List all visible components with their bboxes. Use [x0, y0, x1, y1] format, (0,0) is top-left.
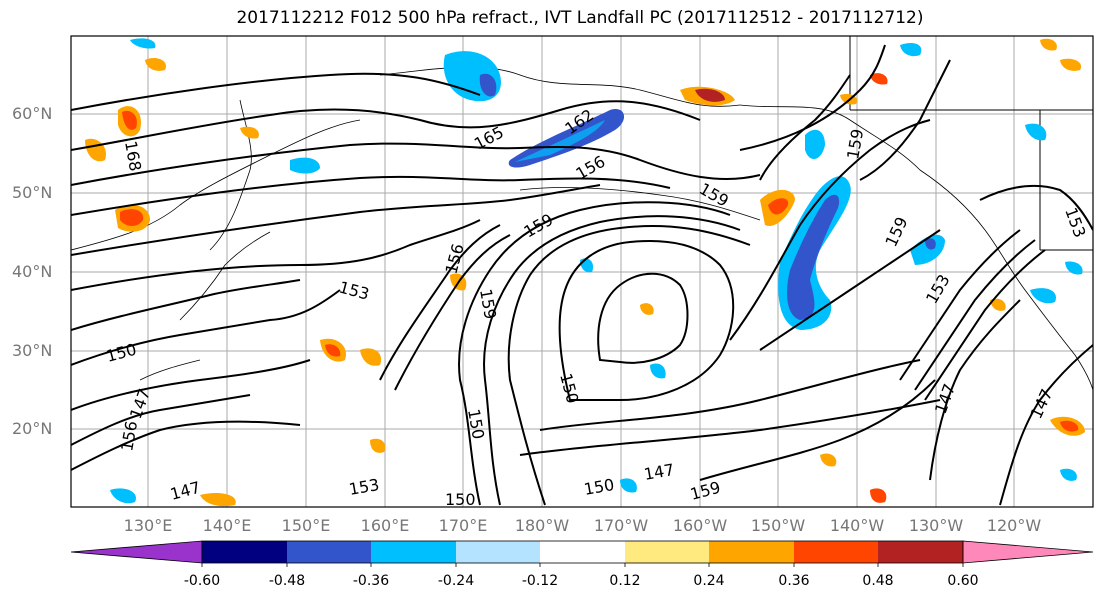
lat-label-20n: 20°N: [12, 419, 53, 438]
colorbar-tick-label: 0.48: [862, 573, 894, 589]
colorbar-box: [709, 541, 794, 563]
lon-label-140w: 140°W: [829, 516, 885, 535]
colorbar-tick-label: -0.48: [268, 573, 306, 589]
colorbar: [70, 540, 1094, 567]
colorbar-tick-label: -0.12: [521, 573, 559, 589]
lon-label-140e: 140°E: [202, 516, 252, 535]
colorbar-tick-label: -0.36: [352, 573, 390, 589]
lon-label-160w: 160°W: [672, 516, 728, 535]
shaded-anomalies: [85, 38, 1085, 507]
colorbar-box: [456, 541, 540, 563]
colorbar-tick-label: 0.24: [693, 573, 725, 589]
contour-label: 150: [445, 490, 476, 509]
colorbar-box: [371, 541, 456, 563]
colorbar-box: [540, 541, 625, 563]
colorbar-tick-label: -0.24: [437, 573, 475, 589]
lon-label-150e: 150°E: [281, 516, 331, 535]
colorbar-right-extension: [962, 540, 1094, 564]
lon-label-170w: 170°W: [593, 516, 649, 535]
colorbar-box: [878, 541, 963, 563]
lat-label-60n: 60°N: [12, 104, 53, 123]
colorbar-box: [202, 541, 287, 563]
lon-label-180w: 180°W: [514, 516, 570, 535]
map-title: 2017112212 F012 500 hPa refract., IVT La…: [236, 8, 924, 28]
colorbar-box: [625, 541, 709, 563]
lat-label-40n: 40°N: [12, 262, 53, 281]
colorbar-tick-label: -0.60: [183, 573, 221, 589]
lat-label-30n: 30°N: [12, 341, 53, 360]
colorbar-tick-label: 0.60: [947, 573, 979, 589]
lat-label-50n: 50°N: [12, 183, 53, 202]
map-frame: [70, 35, 1094, 508]
colorbar-box: [794, 541, 878, 563]
colorbar-box: [287, 541, 371, 563]
lon-label-120w: 120°W: [986, 516, 1042, 535]
refractivity-contours: [71, 44, 1093, 506]
lon-label-130w: 130°W: [908, 516, 964, 535]
lon-label-170e: 170°E: [438, 516, 488, 535]
lon-label-160e: 160°E: [360, 516, 410, 535]
lon-label-130e: 130°E: [123, 516, 173, 535]
colorbar-tick-label: 0.12: [609, 573, 641, 589]
colorbar-tick-label: 0.36: [778, 573, 810, 589]
lon-label-150w: 150°W: [750, 516, 806, 535]
colorbar-left-extension: [70, 540, 203, 564]
